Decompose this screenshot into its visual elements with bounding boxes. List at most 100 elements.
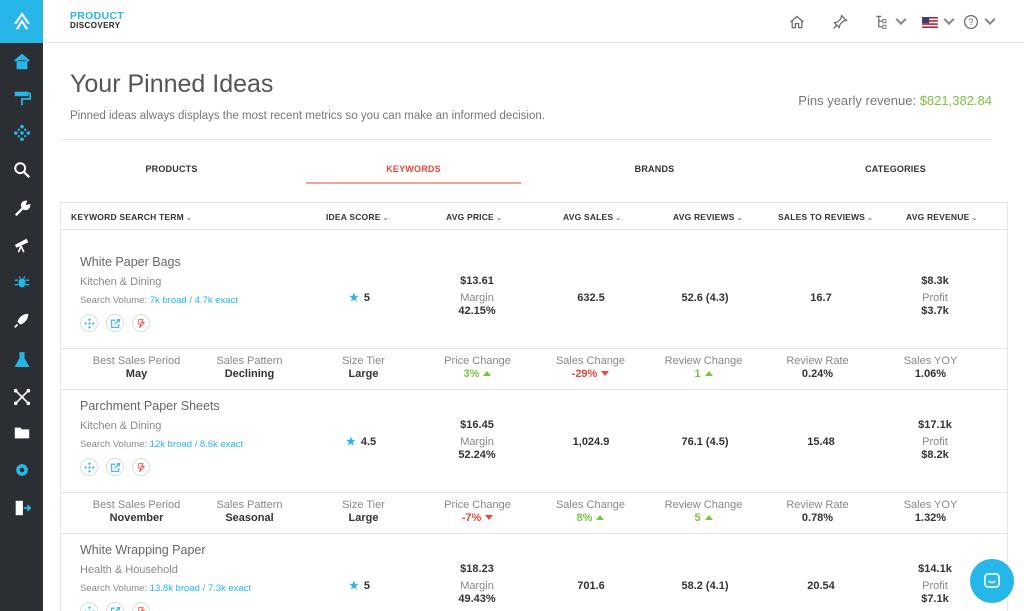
logo-icon[interactable] bbox=[0, 0, 43, 43]
best-sales-period: Best Sales Period November bbox=[92, 499, 181, 524]
us-flag-icon[interactable] bbox=[922, 12, 957, 32]
network-icon[interactable] bbox=[80, 602, 98, 611]
external-link-icon[interactable] bbox=[106, 314, 124, 332]
best-sales-period: Best Sales Period May bbox=[92, 355, 181, 380]
paint-roller-icon[interactable] bbox=[0, 86, 43, 110]
flash-icon[interactable] bbox=[132, 458, 150, 476]
help-icon[interactable]: ? bbox=[963, 12, 998, 32]
tab-categories[interactable]: CATEGORIES bbox=[865, 164, 926, 174]
arrow-up-icon bbox=[704, 515, 713, 520]
avg-sales: 1,024.9 bbox=[572, 436, 610, 448]
idea-score: ★ 5 bbox=[349, 292, 370, 304]
avg-reviews: 58.2 (4.1) bbox=[681, 580, 729, 592]
header-sales-to-reviews[interactable]: SALES TO REVIEWS ⌄ bbox=[778, 212, 874, 222]
sales-yoy: Sales YOY 1.06% bbox=[903, 355, 958, 380]
chat-icon bbox=[984, 573, 1000, 588]
search-volume-link[interactable]: 12k broad / 8.6k exact bbox=[149, 439, 244, 450]
row-details: Best Sales Period May Sales Pattern Declin… bbox=[61, 348, 1007, 390]
tab-products[interactable]: PRODUCTS bbox=[145, 164, 198, 174]
size-tier: Size Tier Large bbox=[342, 355, 385, 380]
tab-keywords[interactable]: KEYWORDS bbox=[386, 164, 441, 174]
wrench-icon[interactable] bbox=[0, 197, 43, 221]
arrow-up-icon bbox=[483, 371, 492, 376]
header-avg-reviews[interactable]: AVG REVIEWS ⌄ bbox=[673, 212, 743, 222]
folder-icon[interactable] bbox=[0, 421, 43, 445]
active-tab-indicator bbox=[306, 182, 521, 184]
chat-button[interactable] bbox=[970, 559, 1014, 603]
bug-icon[interactable] bbox=[0, 270, 43, 294]
page-title: Your Pinned Ideas bbox=[70, 70, 274, 98]
review-rate: Review Rate 0.24% bbox=[786, 355, 849, 380]
pins-revenue: Pins yearly revenue: $821,382.84 bbox=[798, 93, 992, 108]
svg-text:?: ? bbox=[969, 17, 974, 27]
search-volume: Search Volume: 7k broad / 4.7k exact bbox=[80, 295, 238, 306]
arrow-up-icon bbox=[704, 371, 713, 376]
search-volume-link[interactable]: 7k broad / 4.7k exact bbox=[149, 295, 238, 306]
avg-sales: 632.5 bbox=[577, 292, 605, 304]
revenue-value: $821,382.84 bbox=[919, 93, 992, 108]
header-idea-score[interactable]: IDEA SCORE ⌄ bbox=[326, 212, 389, 222]
hierarchy-icon[interactable] bbox=[874, 12, 909, 32]
arrow-down-icon bbox=[601, 371, 610, 376]
star-icon: ★ bbox=[349, 292, 359, 304]
row-details: Best Sales Period November Sales Pattern S… bbox=[61, 492, 1007, 534]
arrow-up-icon bbox=[596, 515, 605, 520]
keyword-name[interactable]: White Paper Bags bbox=[80, 255, 181, 269]
rocket-icon[interactable] bbox=[0, 308, 43, 332]
sales-to-reviews: 16.7 bbox=[810, 292, 832, 304]
keyword-name[interactable]: Parchment Paper Sheets bbox=[80, 399, 220, 413]
network-icon[interactable] bbox=[80, 314, 98, 332]
flask-icon[interactable] bbox=[0, 348, 43, 372]
row-actions bbox=[80, 458, 150, 476]
keyword-category: Kitchen & Dining bbox=[80, 276, 162, 288]
keyword-category: Health & Household bbox=[80, 564, 178, 576]
size-tier: Size Tier Large bbox=[342, 499, 385, 524]
network-icon[interactable] bbox=[0, 121, 43, 145]
star-icon: ★ bbox=[346, 436, 356, 448]
review-rate: Review Rate 0.78% bbox=[786, 499, 849, 524]
header-keyword-search-term[interactable]: KEYWORD SEARCH TERM ⌄ bbox=[71, 212, 192, 222]
flash-icon[interactable] bbox=[132, 314, 150, 332]
price-change: Price Change 3% bbox=[444, 355, 511, 380]
avg-price-cell: $16.45 Margin 52.24% bbox=[458, 419, 496, 461]
sales-change: Sales Change -29% bbox=[555, 355, 626, 380]
price-change: Price Change -7% bbox=[444, 499, 511, 524]
row-actions bbox=[80, 602, 150, 611]
keyword-category: Kitchen & Dining bbox=[80, 420, 162, 432]
keyword-name[interactable]: White Wrapping Paper bbox=[80, 543, 206, 557]
exit-icon[interactable] bbox=[0, 496, 43, 520]
header-avg-sales[interactable]: AVG SALES ⌄ bbox=[563, 212, 622, 222]
search-volume-link[interactable]: 13.8k broad / 7.3k exact bbox=[149, 583, 252, 594]
avg-reviews: 76.1 (4.5) bbox=[681, 436, 729, 448]
network-icon[interactable] bbox=[80, 458, 98, 476]
header-avg-revenue[interactable]: AVG REVENUE ⌄ bbox=[906, 212, 978, 222]
header-avg-price[interactable]: AVG PRICE ⌄ bbox=[446, 212, 503, 222]
tab-brands[interactable]: BRANDS bbox=[634, 164, 675, 174]
home-icon[interactable] bbox=[789, 12, 805, 32]
avg-reviews: 52.6 (4.3) bbox=[681, 292, 729, 304]
arrow-down-icon bbox=[485, 515, 494, 520]
divider bbox=[60, 139, 992, 140]
sales-to-reviews: 20.54 bbox=[807, 580, 835, 592]
idea-score: ★ 4.5 bbox=[346, 436, 377, 448]
sales-change: Sales Change 8% bbox=[555, 499, 626, 524]
brand-logo[interactable]: PRODUCT DISCOVERY bbox=[70, 11, 124, 31]
pin-icon[interactable] bbox=[832, 12, 848, 32]
search-icon[interactable] bbox=[0, 158, 43, 182]
row-actions bbox=[80, 314, 150, 332]
search-volume: Search Volume: 13.8k broad / 7.3k exact bbox=[80, 583, 252, 594]
dashboard-icon[interactable] bbox=[0, 50, 43, 74]
telescope-icon[interactable] bbox=[0, 233, 43, 257]
avg-sales: 701.6 bbox=[577, 580, 605, 592]
idea-score: ★ 5 bbox=[349, 580, 370, 592]
external-link-icon[interactable] bbox=[106, 458, 124, 476]
flash-icon[interactable] bbox=[132, 602, 150, 611]
avg-price-cell: $13.61 Margin 42.15% bbox=[458, 275, 496, 317]
external-link-icon[interactable] bbox=[106, 602, 124, 611]
search-volume: Search Volume: 12k broad / 8.6k exact bbox=[80, 439, 244, 450]
connections-icon[interactable] bbox=[0, 385, 43, 409]
avg-revenue-cell: $14.1k Profit $7.1k bbox=[918, 563, 952, 605]
settings-icon[interactable] bbox=[0, 458, 43, 482]
sales-pattern: Sales Pattern Declining bbox=[216, 355, 283, 380]
review-change: Review Change 1 bbox=[664, 355, 743, 380]
